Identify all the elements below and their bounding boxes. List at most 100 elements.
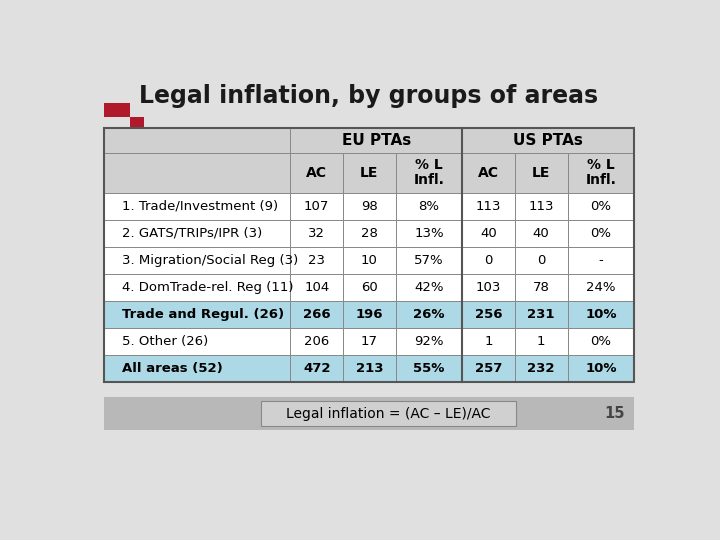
Text: Legal inflation, by groups of areas: Legal inflation, by groups of areas	[140, 84, 598, 107]
Text: 24%: 24%	[586, 281, 616, 294]
Text: 256: 256	[474, 308, 503, 321]
Text: 78: 78	[533, 281, 549, 294]
Text: 266: 266	[303, 308, 330, 321]
Bar	[515, 328, 567, 355]
Bar	[462, 153, 515, 193]
Bar	[462, 301, 515, 328]
Text: % L
Infl.: % L Infl.	[413, 158, 444, 187]
Text: US PTAs: US PTAs	[513, 133, 583, 148]
Bar	[261, 401, 516, 426]
Bar	[515, 247, 567, 274]
Text: 0%: 0%	[590, 200, 611, 213]
Bar	[290, 220, 343, 247]
Bar	[343, 301, 396, 328]
Text: 10: 10	[361, 254, 378, 267]
Bar	[515, 153, 567, 193]
Bar	[104, 274, 290, 301]
Bar	[343, 328, 396, 355]
Text: 40: 40	[533, 227, 549, 240]
Bar	[104, 355, 290, 382]
Bar	[343, 220, 396, 247]
Bar	[104, 193, 290, 220]
Text: AC: AC	[478, 166, 499, 180]
Text: 103: 103	[476, 281, 501, 294]
Bar	[104, 128, 290, 153]
Text: 206: 206	[304, 335, 329, 348]
Bar	[104, 103, 144, 143]
Bar	[396, 355, 462, 382]
Text: 0: 0	[485, 254, 492, 267]
Bar	[343, 355, 396, 382]
Text: 0%: 0%	[590, 335, 611, 348]
Text: Trade and Regul. (26): Trade and Regul. (26)	[122, 308, 284, 321]
Bar	[567, 193, 634, 220]
Text: LE: LE	[360, 166, 379, 180]
Bar	[290, 301, 343, 328]
Text: LE: LE	[532, 166, 550, 180]
Bar	[104, 247, 290, 274]
Text: 15: 15	[604, 406, 625, 421]
Bar	[462, 193, 515, 220]
Bar	[462, 355, 515, 382]
Bar	[290, 193, 343, 220]
Bar	[104, 328, 290, 355]
Bar	[104, 397, 634, 430]
Bar	[104, 153, 290, 193]
Bar	[567, 220, 634, 247]
Bar	[343, 153, 396, 193]
Text: 0: 0	[537, 254, 546, 267]
Text: % L
Infl.: % L Infl.	[585, 158, 616, 187]
Bar	[130, 103, 144, 117]
Text: 23: 23	[308, 254, 325, 267]
Text: 1: 1	[485, 335, 492, 348]
Text: -: -	[598, 254, 603, 267]
Bar	[396, 301, 462, 328]
Bar	[462, 247, 515, 274]
Text: 10%: 10%	[585, 308, 616, 321]
Bar	[396, 328, 462, 355]
Text: 213: 213	[356, 362, 383, 375]
Text: 2. GATS/TRIPs/IPR (3): 2. GATS/TRIPs/IPR (3)	[122, 227, 262, 240]
Bar	[290, 247, 343, 274]
Bar	[567, 153, 634, 193]
Bar	[104, 301, 290, 328]
Bar	[290, 153, 343, 193]
Text: 98: 98	[361, 200, 378, 213]
Text: 60: 60	[361, 281, 378, 294]
Text: 40: 40	[480, 227, 497, 240]
Bar	[567, 274, 634, 301]
Bar	[567, 301, 634, 328]
Text: All areas (52): All areas (52)	[122, 362, 222, 375]
Text: 472: 472	[303, 362, 330, 375]
Text: 0%: 0%	[590, 227, 611, 240]
Text: 28: 28	[361, 227, 378, 240]
Text: 1: 1	[537, 335, 546, 348]
Bar	[462, 274, 515, 301]
Text: 113: 113	[528, 200, 554, 213]
Bar	[515, 193, 567, 220]
Bar	[104, 117, 130, 143]
Text: 42%: 42%	[414, 281, 444, 294]
Bar	[515, 355, 567, 382]
Bar	[396, 153, 462, 193]
Text: 1. Trade/Investment (9): 1. Trade/Investment (9)	[122, 200, 278, 213]
Bar	[290, 328, 343, 355]
Bar	[396, 274, 462, 301]
Bar	[343, 247, 396, 274]
Bar	[396, 193, 462, 220]
Text: 107: 107	[304, 200, 330, 213]
Bar	[567, 247, 634, 274]
Text: 92%: 92%	[414, 335, 444, 348]
Bar	[567, 355, 634, 382]
Text: AC: AC	[306, 166, 327, 180]
Bar	[290, 355, 343, 382]
Bar	[104, 128, 634, 382]
Text: 57%: 57%	[414, 254, 444, 267]
Text: 8%: 8%	[418, 200, 439, 213]
Bar	[515, 220, 567, 247]
Bar	[396, 220, 462, 247]
Text: 10%: 10%	[585, 362, 616, 375]
Bar	[343, 193, 396, 220]
Text: 55%: 55%	[413, 362, 445, 375]
Text: 3. Migration/Social Reg (3): 3. Migration/Social Reg (3)	[122, 254, 298, 267]
